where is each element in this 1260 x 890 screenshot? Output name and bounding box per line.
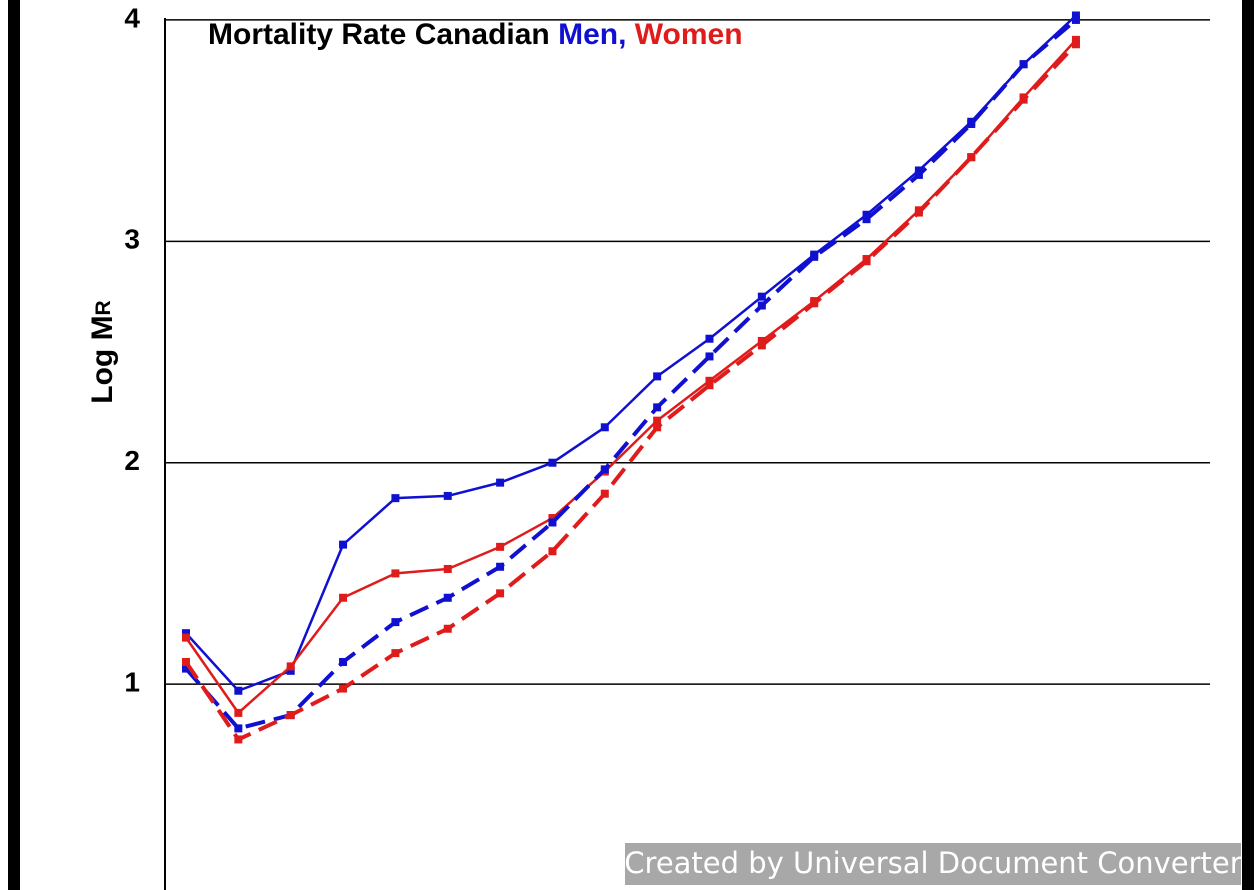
point-marker (391, 649, 400, 658)
plot-area: 1 2 3 4 (124, 2, 1210, 744)
y-tick-label: 1 (124, 666, 140, 697)
point-marker (1071, 15, 1080, 24)
point-marker (705, 334, 714, 343)
point-marker (600, 489, 609, 498)
y-tick-label: 4 (124, 2, 140, 33)
point-marker (234, 686, 243, 695)
point-marker (600, 465, 609, 474)
point-marker (967, 153, 976, 162)
point-marker (234, 708, 243, 717)
point-marker (286, 666, 295, 675)
point-marker (653, 372, 662, 381)
point-marker (339, 657, 348, 666)
point-marker (914, 170, 923, 179)
point-marker (1019, 60, 1028, 69)
point-marker (653, 403, 662, 412)
title-women: Women (635, 18, 743, 51)
y-label-sub: R (92, 300, 115, 315)
point-marker (286, 662, 295, 671)
point-marker (443, 593, 452, 602)
point-marker (1019, 95, 1028, 104)
point-marker (496, 478, 505, 487)
point-marker (391, 494, 400, 503)
point-marker (1071, 40, 1080, 49)
left-border (8, 0, 20, 890)
point-marker (286, 711, 295, 720)
solid-line (185, 14, 1077, 692)
point-marker (757, 336, 766, 345)
point-marker (443, 624, 452, 633)
y-tick-label: 3 (124, 224, 140, 255)
point-marker (914, 208, 923, 217)
dashed-line (184, 42, 1078, 742)
point-marker (914, 166, 923, 175)
point-marker (391, 569, 400, 578)
right-border (1242, 0, 1254, 890)
y-axis-label: Log MR (86, 300, 119, 403)
point-marker (653, 416, 662, 425)
y-tick-label: 2 (124, 445, 140, 476)
point-marker (810, 252, 819, 261)
title-main: Mortality Rate Canadian (208, 18, 550, 51)
point-marker (653, 423, 662, 432)
y-label-main: Log M (86, 315, 119, 403)
point-marker (443, 564, 452, 573)
point-marker (548, 514, 557, 523)
point-marker (862, 257, 871, 266)
point-marker (967, 119, 976, 128)
point-marker (705, 376, 714, 385)
point-marker (757, 301, 766, 310)
point-marker (496, 562, 505, 571)
point-marker (496, 542, 505, 551)
title-men: Men, (558, 18, 626, 51)
point-marker (443, 491, 452, 500)
point-marker (182, 633, 190, 642)
point-marker (757, 341, 766, 350)
point-marker (182, 629, 190, 638)
point-marker (1071, 35, 1080, 44)
point-marker (862, 215, 871, 224)
point-marker (548, 547, 557, 556)
point-marker (182, 664, 190, 673)
point-marker (339, 540, 348, 549)
point-marker (1071, 11, 1080, 20)
chart-title: Mortality Rate Canadian Men, Women (208, 18, 743, 51)
point-marker (339, 684, 348, 693)
point-marker (391, 618, 400, 627)
point-marker (862, 210, 871, 219)
point-marker (339, 593, 348, 602)
point-marker (705, 381, 714, 390)
point-marker (182, 657, 190, 666)
point-marker (548, 458, 557, 467)
point-marker (757, 292, 766, 301)
watermark-box (625, 843, 1241, 885)
point-marker (600, 423, 609, 432)
watermark: Created by Universal Document Converter (624, 846, 1241, 880)
point-marker (705, 352, 714, 361)
point-marker (234, 724, 243, 733)
point-marker (548, 518, 557, 527)
point-marker (496, 589, 505, 598)
point-marker (234, 735, 243, 744)
point-marker (810, 299, 819, 308)
